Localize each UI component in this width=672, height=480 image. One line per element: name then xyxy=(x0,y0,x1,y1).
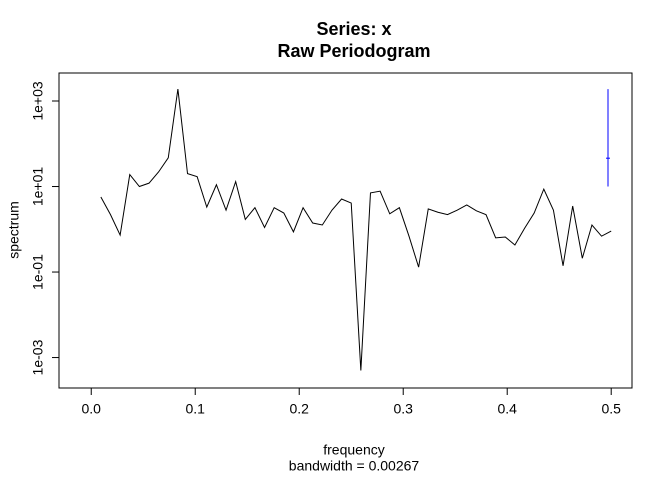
y-axis-label: spectrum xyxy=(6,201,22,259)
chart-subtitle: Raw Periodogram xyxy=(277,41,430,61)
x-tick-label: 0.2 xyxy=(289,401,309,417)
y-tick-label: 1e+01 xyxy=(30,167,46,207)
y-tick-label: 1e-01 xyxy=(30,254,46,290)
x-tick-label: 0.4 xyxy=(497,401,517,417)
x-axis-sublabel: bandwidth = 0.00267 xyxy=(289,458,420,474)
chart-title: Series: x xyxy=(316,19,391,39)
y-tick-label: 1e+03 xyxy=(30,81,46,121)
x-tick-label: 0.3 xyxy=(393,401,413,417)
x-tick-label: 0.1 xyxy=(185,401,205,417)
y-tick-label: 1e-03 xyxy=(30,339,46,375)
x-axis-label: frequency xyxy=(323,442,384,458)
x-tick-label: 0.5 xyxy=(601,401,621,417)
x-tick-label: 0.0 xyxy=(82,401,102,417)
plot-box xyxy=(58,72,633,389)
spectrum-line xyxy=(100,89,612,371)
